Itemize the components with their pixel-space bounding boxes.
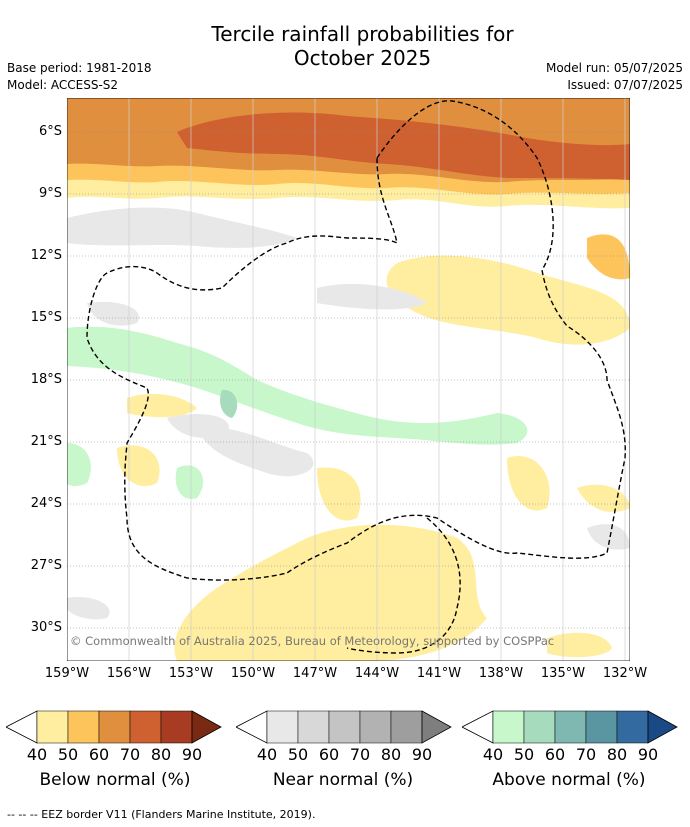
lon-label-138w: 138°W	[478, 666, 524, 681]
colorbar-title-near: Near normal (%)	[272, 770, 414, 790]
cb-above-tick-50: 50	[513, 745, 535, 764]
title-line-2: October 2025	[293, 46, 432, 70]
cb-near-tick-90: 90	[411, 745, 433, 764]
cb-above-tick-90: 90	[637, 745, 659, 764]
meridians	[67, 98, 626, 661]
title-line-1: Tercile rainfall probabilities for	[211, 22, 514, 46]
cb-above-tick-40: 40	[482, 745, 504, 764]
eez-borders	[86, 100, 626, 654]
cb-near-tick-80: 80	[380, 745, 402, 764]
lat-label-30s: 30°S	[30, 620, 62, 635]
above-normal-areas	[67, 326, 528, 499]
base-period: Base period: 1981-2018	[7, 61, 152, 75]
lon-label-159w: 159°W	[44, 666, 90, 681]
cb-near-tick-60: 60	[318, 745, 340, 764]
lon-label-153w: 153°W	[168, 666, 214, 681]
meta-right: Model run: 05/07/2025 Issued: 07/07/2025	[546, 60, 683, 94]
lon-label-156w: 156°W	[106, 666, 152, 681]
lat-label-6s: 6°S	[38, 124, 62, 139]
near-normal-areas	[67, 207, 630, 620]
colorbar-title-above: Above normal (%)	[492, 770, 646, 790]
colorbar-near-normal	[236, 710, 452, 744]
cb-near-tick-50: 50	[287, 745, 309, 764]
lat-label-9s: 9°S	[38, 186, 62, 201]
rainfall-map: © Commonwealth of Australia 2025, Bureau…	[67, 98, 630, 661]
map-title: Tercile rainfall probabilities for Octob…	[0, 22, 690, 70]
colorbar-above-normal	[462, 710, 678, 744]
copyright-text: © Commonwealth of Australia 2025, Bureau…	[70, 634, 554, 648]
cb-below-tick-40: 40	[26, 745, 48, 764]
cb-below-tick-60: 60	[88, 745, 110, 764]
cb-above-tick-80: 80	[606, 745, 628, 764]
lat-label-12s: 12°S	[30, 248, 62, 263]
lon-label-141w: 141°W	[416, 666, 462, 681]
below-normal-areas	[67, 98, 630, 661]
lon-label-147w: 147°W	[292, 666, 338, 681]
lon-label-144w: 144°W	[354, 666, 400, 681]
cb-near-tick-40: 40	[256, 745, 278, 764]
cb-below-tick-70: 70	[119, 745, 141, 764]
cb-below-tick-80: 80	[150, 745, 172, 764]
lat-label-15s: 15°S	[30, 310, 62, 325]
cb-below-tick-50: 50	[57, 745, 79, 764]
cb-near-tick-70: 70	[349, 745, 371, 764]
meta-left: Base period: 1981-2018 Model: ACCESS-S2	[7, 60, 152, 94]
colorbar-below-normal	[6, 710, 222, 744]
model-name: Model: ACCESS-S2	[7, 78, 119, 92]
cb-above-tick-60: 60	[544, 745, 566, 764]
cb-above-tick-70: 70	[575, 745, 597, 764]
lat-label-27s: 27°S	[30, 558, 62, 573]
gridlines	[67, 131, 630, 629]
eez-footnote: -- -- -- EEZ border V11 (Flanders Marine…	[7, 808, 316, 821]
cb-below-tick-90: 90	[181, 745, 203, 764]
lat-label-24s: 24°S	[30, 496, 62, 511]
lon-label-150w: 150°W	[230, 666, 276, 681]
colorbar-title-below: Below normal (%)	[39, 770, 191, 790]
lon-label-132w: 132°W	[602, 666, 648, 681]
lat-label-18s: 18°S	[30, 372, 62, 387]
model-run: Model run: 05/07/2025	[545, 61, 683, 75]
issued-date: Issued: 07/07/2025	[567, 78, 683, 92]
lon-label-135w: 135°W	[540, 666, 586, 681]
lat-label-21s: 21°S	[30, 434, 62, 449]
